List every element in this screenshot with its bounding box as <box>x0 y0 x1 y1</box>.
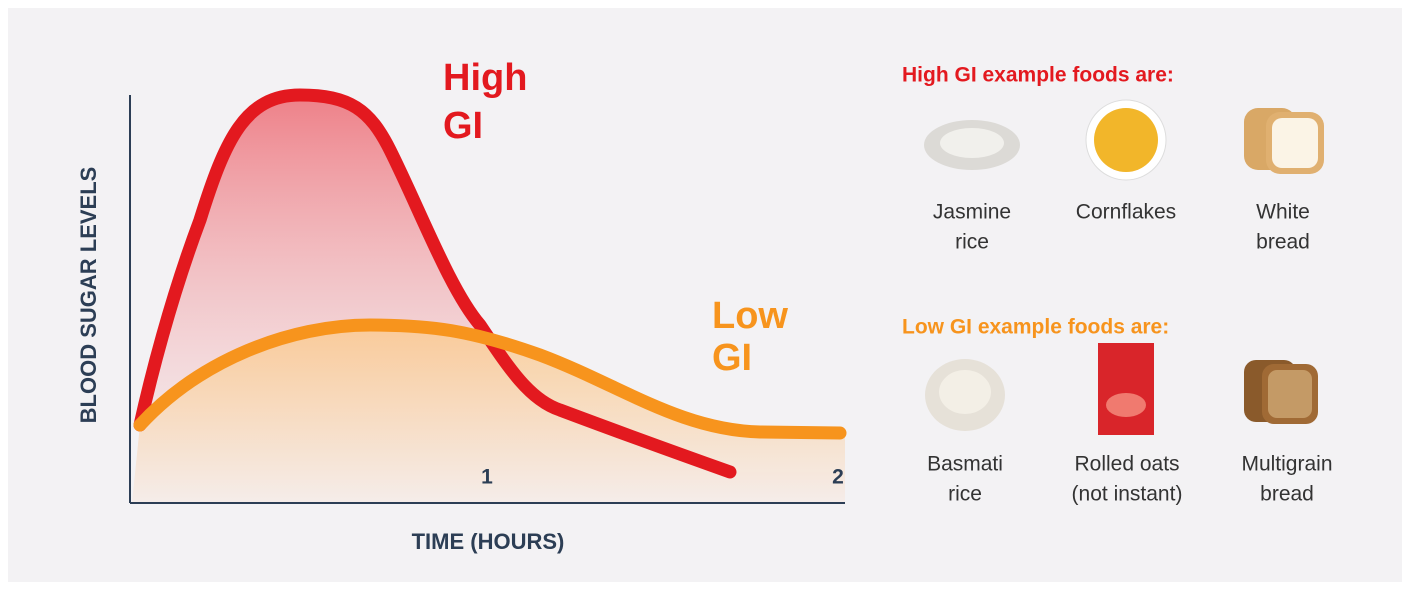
infographic: 1 2 TIME (HOURS) BLOOD SUGAR LEVELS High… <box>0 0 1410 589</box>
x-tick-label: 1 <box>481 466 493 489</box>
oats-box-icon <box>1106 393 1146 417</box>
bread-icon <box>1268 370 1312 418</box>
section-heading: Low GI example foods are: <box>902 316 1169 339</box>
x-tick-label: 2 <box>832 466 844 489</box>
food-label: Basmati <box>927 453 1003 476</box>
food-label: White <box>1256 201 1310 224</box>
food-label: (not instant) <box>1072 483 1183 506</box>
food-label: rice <box>948 483 982 506</box>
bread-icon <box>1272 118 1318 168</box>
food-label: rice <box>955 231 989 254</box>
rice-icon <box>940 128 1004 158</box>
cornflakes-icon <box>1094 108 1158 172</box>
food-label: bread <box>1260 483 1314 506</box>
x-axis-label: TIME (HOURS) <box>412 529 565 554</box>
oats-box-icon <box>1098 343 1154 435</box>
section-heading: High GI example foods are: <box>902 64 1174 87</box>
curve-label: GI <box>712 337 752 379</box>
food-label: Rolled oats <box>1074 453 1179 476</box>
curve-label: GI <box>443 105 483 147</box>
curve-label: High <box>443 57 527 99</box>
food-label: Jasmine <box>933 201 1011 224</box>
food-label: Cornflakes <box>1076 201 1176 224</box>
curve-label: Low <box>712 295 788 337</box>
rice-icon <box>939 370 991 414</box>
y-axis-label: BLOOD SUGAR LEVELS <box>76 167 101 424</box>
food-label: Multigrain <box>1241 453 1332 476</box>
page: 1 2 TIME (HOURS) BLOOD SUGAR LEVELS High… <box>0 0 1410 589</box>
food-label: bread <box>1256 231 1310 254</box>
